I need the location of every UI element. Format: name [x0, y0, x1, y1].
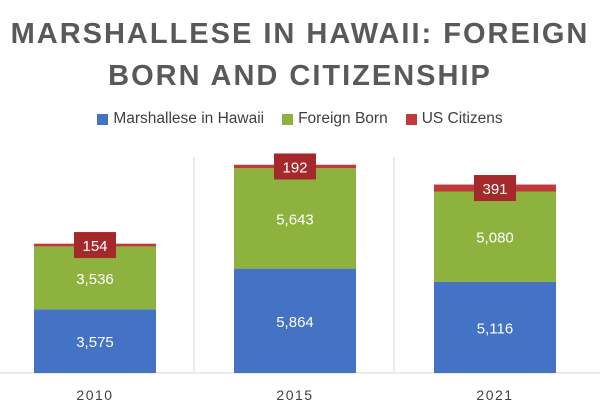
legend-swatch-us-citizens: [405, 113, 417, 125]
data-label-box-us-citizens-2010: [74, 232, 116, 259]
x-tick-label-2021: 2021: [476, 387, 513, 403]
data-label-marshallese-in-hawaii-2015: 5,864: [276, 314, 314, 331]
data-label-marshallese-in-hawaii-2021: 5,116: [477, 320, 513, 337]
chart-title-line-2: BORN AND CITIZENSHIP: [108, 60, 492, 92]
data-label-marshallese-in-hawaii-2010: 3,575: [76, 334, 114, 351]
legend-item-foreign-born: Foreign Born: [282, 110, 388, 128]
bar-marshallese-in-hawaii-2010: [34, 309, 156, 373]
legend-item-marshallese: Marshallese in Hawaii: [97, 110, 264, 128]
data-label-box-us-citizens-2015: [274, 153, 316, 180]
data-label-us-citizens-2010: 154: [82, 238, 107, 255]
chart-legend: Marshallese in Hawaii Foreign Born US Ci…: [0, 110, 600, 128]
x-tick-label-2015: 2015: [276, 387, 313, 403]
data-label-box-us-citizens-2021: [474, 175, 516, 202]
bar-marshallese-in-hawaii-2015: [234, 268, 356, 373]
data-label-foreign-born-2015: 5,643: [276, 211, 314, 228]
data-label-foreign-born-2010: 3,536: [76, 271, 114, 288]
legend-label-foreign-born: Foreign Born: [298, 110, 388, 127]
data-label-foreign-born-2021: 5,080: [476, 230, 514, 247]
bar-foreign-born-2015: [234, 168, 356, 269]
legend-swatch-marshallese: [97, 113, 109, 125]
data-label-us-citizens-2021: 391: [482, 181, 507, 198]
legend-item-us-citizens: US Citizens: [405, 110, 503, 128]
bar-foreign-born-2021: [434, 191, 556, 282]
chart-title-line-1: MARSHALLESE IN HAWAII: FOREIGN: [10, 18, 590, 50]
legend-swatch-foreign-born: [282, 113, 294, 125]
data-label-us-citizens-2015: 192: [282, 159, 307, 176]
bar-marshallese-in-hawaii-2021: [434, 281, 556, 373]
legend-label-us-citizens: US Citizens: [421, 110, 503, 127]
x-tick-label-2010: 2010: [76, 387, 113, 403]
legend-label-marshallese: Marshallese in Hawaii: [113, 110, 265, 127]
